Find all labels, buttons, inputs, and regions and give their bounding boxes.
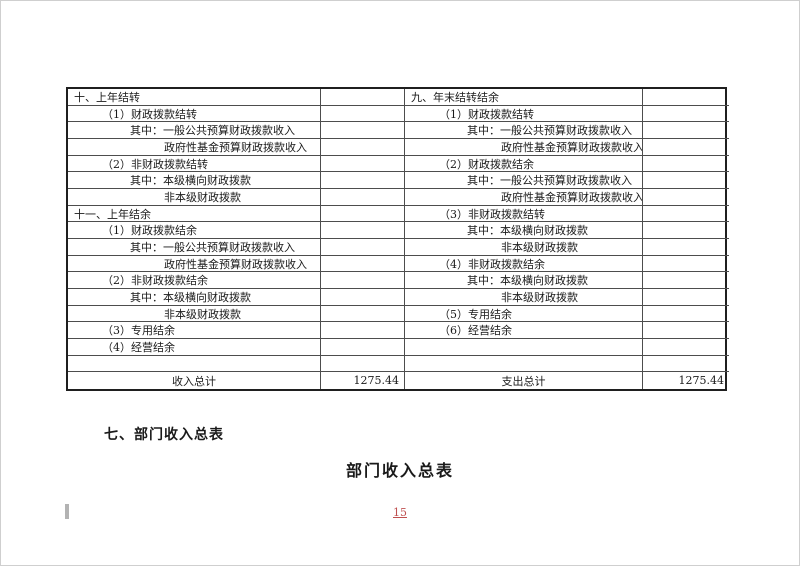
row-label-right: （5）专用结余 <box>405 305 643 323</box>
row-label-left: （3）专用结余 <box>68 322 321 339</box>
row-value-right <box>643 89 729 106</box>
row-label-right: （6）经营结余 <box>405 322 643 339</box>
page-number: 15 <box>393 506 407 519</box>
income-total-label: 收入总计 <box>68 372 321 389</box>
row-label-left: 非本级财政拨款 <box>68 305 321 323</box>
row-value-left <box>321 355 405 373</box>
section-heading: 七、部门收入总表 <box>104 427 224 443</box>
row-value-left <box>321 155 405 173</box>
row-label-right: （4）非财政拨款结余 <box>405 255 643 273</box>
row-value-right <box>643 222 729 239</box>
row-value-left <box>321 338 405 356</box>
row-label-right <box>405 338 643 356</box>
row-label-right: （3）非财政拨款结转 <box>405 205 643 223</box>
row-value-left <box>321 272 405 289</box>
row-label-right: 政府性基金预算财政拨款收入 <box>405 138 643 156</box>
row-label-left: （1）财政拨款结转 <box>68 105 321 123</box>
row-label-left: 其中：本级横向财政拨款 <box>68 172 321 189</box>
row-value-left <box>321 122 405 139</box>
row-label-left: （4）经营结余 <box>68 338 321 356</box>
row-label-left: 政府性基金预算财政拨款收入 <box>68 255 321 273</box>
row-value-left <box>321 188 405 206</box>
row-value-left <box>321 138 405 156</box>
row-label-left: （2）非财政拨款结余 <box>68 272 321 289</box>
row-value-left <box>321 305 405 323</box>
row-value-left <box>321 205 405 223</box>
income-total-value: 1275.44 <box>321 372 405 389</box>
row-value-right <box>643 306 729 323</box>
expenditure-total-value: 1275.44 <box>678 374 725 388</box>
row-value-right <box>643 156 729 173</box>
row-value-left <box>321 172 405 189</box>
row-label-right: 九、年末结转结余 <box>405 89 643 106</box>
row-value-right <box>643 339 729 356</box>
row-value-right <box>643 122 729 139</box>
row-label-right: 非本级财政拨款 <box>405 238 643 256</box>
text-cursor <box>65 504 69 519</box>
row-value-left <box>321 89 405 106</box>
row-label-left <box>68 355 321 373</box>
row-value-right <box>643 289 729 306</box>
row-label-left: 十一、上年结余 <box>68 205 321 223</box>
row-label-right: 政府性基金预算财政拨款收入 <box>405 188 643 206</box>
row-value-left <box>321 288 405 306</box>
row-value-left <box>321 255 405 273</box>
row-label-right: 其中：本级横向财政拨款 <box>405 272 643 289</box>
row-label-left: 其中：一般公共预算财政拨款收入 <box>68 238 321 256</box>
row-label-right: 非本级财政拨款 <box>405 288 643 306</box>
row-label-left: （2）非财政拨款结转 <box>68 155 321 173</box>
row-value-left <box>321 238 405 256</box>
row-label-left: 十、上年结转 <box>68 89 321 106</box>
carryover-balance-table: 十、上年结转 九、年末结转结余 （1）财政拨款结转 （1）财政拨款结转 其中：一… <box>66 87 729 391</box>
row-value-right <box>643 139 729 156</box>
row-value-right <box>643 356 729 373</box>
row-label-left: 其中：本级横向财政拨款 <box>68 288 321 306</box>
row-value-right <box>643 106 729 123</box>
next-table-title: 部门收入总表 <box>345 461 454 480</box>
row-label-left: 非本级财政拨款 <box>68 188 321 206</box>
row-value-right <box>643 272 729 289</box>
row-label-right: 其中：一般公共预算财政拨款收入 <box>405 122 643 139</box>
row-value-right <box>643 189 729 206</box>
row-label-left: 其中：一般公共预算财政拨款收入 <box>68 122 321 139</box>
row-label-left: 政府性基金预算财政拨款收入 <box>68 138 321 156</box>
row-value-left <box>321 322 405 339</box>
row-label-right: 其中：本级横向财政拨款 <box>405 222 643 239</box>
row-label-left: （1）财政拨款结余 <box>68 222 321 239</box>
expenditure-total-label: 支出总计 <box>405 372 643 389</box>
row-label-right: 其中：一般公共预算财政拨款收入 <box>405 172 643 189</box>
row-value-right <box>643 256 729 273</box>
row-value-right <box>643 172 729 189</box>
row-label-right: （2）财政拨款结余 <box>405 155 643 173</box>
row-value-left <box>321 105 405 123</box>
row-value-left <box>321 222 405 239</box>
row-label-right: （1）财政拨款结转 <box>405 105 643 123</box>
row-value-right <box>643 239 729 256</box>
row-value-right <box>643 322 729 339</box>
row-label-right <box>405 355 643 373</box>
row-value-right <box>643 206 729 223</box>
